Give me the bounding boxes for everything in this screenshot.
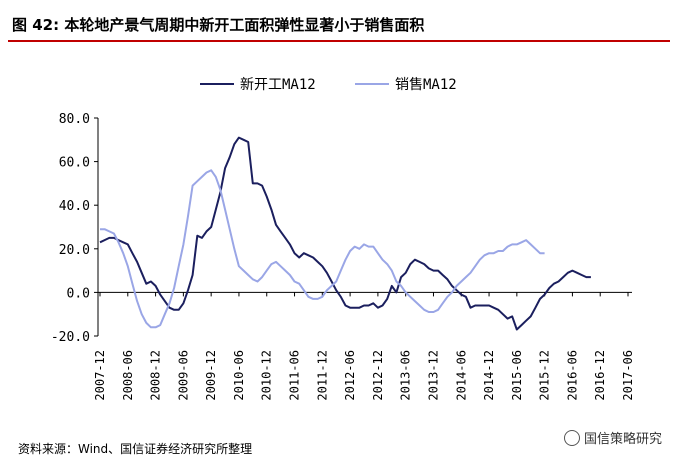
title-rule: [8, 40, 670, 42]
x-tick-label: 2011-12: [315, 350, 329, 401]
watermark-text: 国信策略研究: [583, 432, 662, 447]
chart-area: 80.0 60.0 40.0 20.0 0.0 -20.0 2007-12 2008-06 20…: [0, 42, 682, 432]
x-tick-label: 2012-06: [343, 350, 357, 401]
x-tick-label: 2010-12: [260, 350, 274, 401]
x-tick-label: 2008-06: [121, 350, 135, 401]
source-note: 资料来源：Wind、国信证券经济研究所整理: [18, 442, 253, 456]
y-tick-label: 40.0: [59, 199, 90, 214]
x-tick-label: 2013-12: [426, 350, 440, 401]
y-tick-label: 0.0: [67, 286, 90, 301]
chart-title: 图 42: 本轮地产景气周期中新开工面积弹性显著小于销售面积: [12, 16, 425, 34]
x-tick-label: 2017-06: [621, 350, 635, 401]
y-tick-label: 20.0: [59, 243, 90, 258]
x-tick-label: 2011-06: [288, 350, 302, 401]
legend-label-1: 新开工MA12: [240, 77, 316, 93]
legend-label-2: 销售MA12: [395, 77, 457, 93]
x-tick-label: 2014-06: [454, 350, 468, 401]
wechat-icon: [563, 430, 580, 446]
x-tick-label: 2012-12: [371, 350, 385, 401]
x-tick-label: 2014-12: [482, 350, 496, 401]
x-tick-label: 2016-12: [593, 350, 607, 401]
x-tick-label: 2009-06: [176, 350, 190, 401]
watermark: 国信策略研究: [563, 428, 662, 447]
x-tick-label: 2007-12: [93, 350, 107, 401]
x-tick-label: 2013-06: [399, 350, 413, 401]
x-tick-label: 2008-12: [149, 350, 163, 401]
chart-title-bar: 图 42: 本轮地产景气周期中新开工面积弹性显著小于销售面积: [8, 10, 670, 38]
y-tick-label: 80.0: [59, 112, 90, 127]
series-line-1: [99, 136, 591, 331]
x-tick-label: 2016-06: [565, 350, 579, 401]
x-tick-label: 2015-12: [538, 350, 552, 401]
x-tick-label: 2010-06: [232, 350, 246, 401]
x-tick-label: 2015-06: [510, 350, 524, 401]
x-tick-label: 2009-12: [204, 350, 218, 401]
y-tick-label: 60.0: [59, 156, 90, 171]
y-tick-label: -20.0: [51, 330, 90, 345]
series-line-2: [100, 169, 545, 329]
